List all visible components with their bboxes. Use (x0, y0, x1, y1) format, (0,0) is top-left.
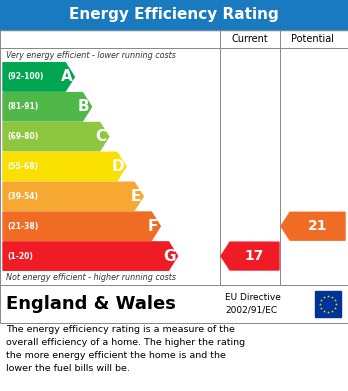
Bar (0, 285, 348, 323)
Text: EU Directive
2002/91/EC: EU Directive 2002/91/EC (225, 293, 281, 315)
Text: B: B (78, 99, 89, 114)
Text: Current: Current (232, 34, 268, 44)
Polygon shape (3, 242, 177, 270)
Polygon shape (3, 93, 92, 121)
Text: Not energy efficient - higher running costs: Not energy efficient - higher running co… (6, 273, 176, 283)
Text: (1-20): (1-20) (7, 251, 33, 260)
Text: E: E (131, 189, 141, 204)
Bar (315, 291, 341, 317)
Polygon shape (281, 212, 345, 240)
Text: F: F (148, 219, 158, 234)
Text: Very energy efficient - lower running costs: Very energy efficient - lower running co… (6, 50, 176, 59)
Polygon shape (3, 182, 143, 210)
Text: (92-100): (92-100) (7, 72, 44, 81)
Polygon shape (3, 122, 109, 151)
Bar (0, 0, 348, 30)
Text: C: C (96, 129, 107, 144)
Text: 17: 17 (245, 249, 264, 263)
Text: (55-68): (55-68) (7, 162, 38, 171)
Text: 21: 21 (308, 219, 327, 233)
Text: England & Wales: England & Wales (6, 295, 176, 313)
Text: (21-38): (21-38) (7, 222, 38, 231)
Polygon shape (3, 152, 126, 181)
Text: G: G (163, 249, 175, 264)
Polygon shape (221, 242, 279, 270)
Text: Energy Efficiency Rating: Energy Efficiency Rating (69, 7, 279, 23)
Text: A: A (61, 70, 72, 84)
Polygon shape (3, 63, 74, 91)
Polygon shape (3, 212, 160, 240)
Text: (69-80): (69-80) (7, 132, 38, 141)
Bar (0, 30, 348, 285)
Text: (39-54): (39-54) (7, 192, 38, 201)
Text: (81-91): (81-91) (7, 102, 38, 111)
Text: The energy efficiency rating is a measure of the
overall efficiency of a home. T: The energy efficiency rating is a measur… (6, 325, 245, 373)
Text: Potential: Potential (292, 34, 334, 44)
Text: D: D (111, 159, 124, 174)
